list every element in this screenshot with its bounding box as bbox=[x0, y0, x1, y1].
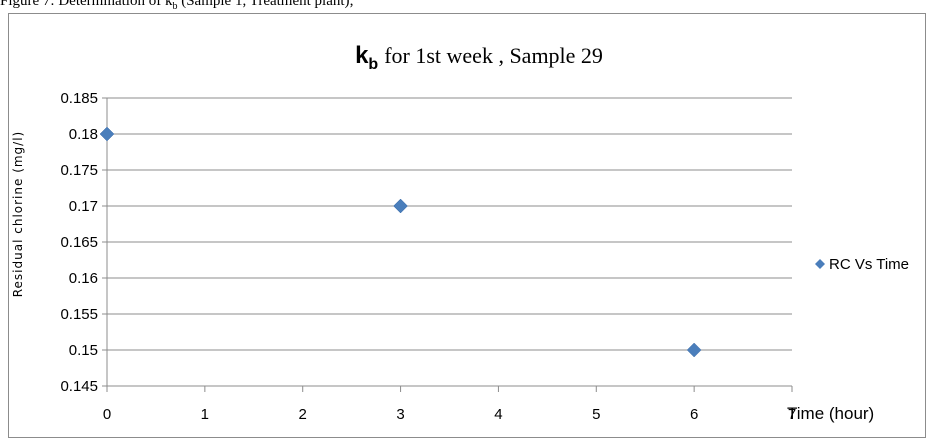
x-tick-label: 3 bbox=[396, 406, 404, 423]
x-axis-label: Time (hour) bbox=[787, 404, 874, 423]
y-tick-label: 0.18 bbox=[69, 126, 98, 143]
data-points bbox=[99, 126, 702, 358]
chart-title-subscript: b bbox=[368, 56, 378, 73]
gridlines bbox=[107, 97, 792, 351]
scatter-chart: kb for 1st week , Sample 29 0.145 0.15 0.15… bbox=[11, 42, 909, 423]
y-tick-label: 0.15 bbox=[69, 342, 98, 359]
axes bbox=[106, 98, 792, 387]
x-axis-ticks: 0 1 2 3 4 5 6 7 bbox=[103, 386, 796, 423]
caption-subscript: b bbox=[172, 1, 178, 12]
caption-text: Figure 7: Determination of k bbox=[0, 0, 173, 9]
y-tick-label: 0.185 bbox=[60, 90, 98, 107]
x-tick-label: 0 bbox=[103, 406, 111, 423]
legend-marker bbox=[815, 259, 825, 269]
y-tick-label: 0.155 bbox=[60, 306, 98, 323]
y-tick-label: 0.16 bbox=[69, 270, 98, 287]
y-tick-label: 0.17 bbox=[69, 198, 98, 215]
x-tick-label: 7 bbox=[788, 406, 796, 423]
figure-caption: Figure 7: Determination of kb (Sample 1,… bbox=[0, 0, 354, 12]
chart-title: kb for 1st week , Sample 29 bbox=[355, 42, 603, 73]
y-axis-ticks: 0.145 0.15 0.155 0.16 0.165 0.17 0.175 0.18 0.18… bbox=[60, 90, 107, 395]
chart-area: kb for 1st week , Sample 29 0.145 0.15 0.15… bbox=[8, 13, 926, 438]
y-tick-label: 0.145 bbox=[60, 378, 98, 395]
x-tick-label: 2 bbox=[299, 406, 307, 423]
x-tick-label: 1 bbox=[201, 406, 209, 423]
x-tick-label: 6 bbox=[690, 406, 698, 423]
data-point-marker bbox=[99, 126, 115, 142]
x-tick-label: 4 bbox=[494, 406, 502, 423]
caption-rest: (Sample 1, Treatment plant); bbox=[177, 0, 354, 9]
legend: RC Vs Time bbox=[815, 256, 909, 273]
y-axis-label: Residual chlorine (mg/l) bbox=[11, 131, 25, 298]
y-tick-label: 0.165 bbox=[60, 234, 98, 251]
x-tick-label: 5 bbox=[592, 406, 600, 423]
data-point-marker bbox=[393, 198, 408, 214]
legend-entry-label: RC Vs Time bbox=[829, 256, 909, 273]
chart-title-symbol: k bbox=[355, 42, 369, 69]
chart-title-text: for 1st week , Sample 29 bbox=[384, 43, 603, 68]
y-tick-label: 0.175 bbox=[60, 162, 98, 179]
data-point-marker bbox=[686, 342, 702, 358]
